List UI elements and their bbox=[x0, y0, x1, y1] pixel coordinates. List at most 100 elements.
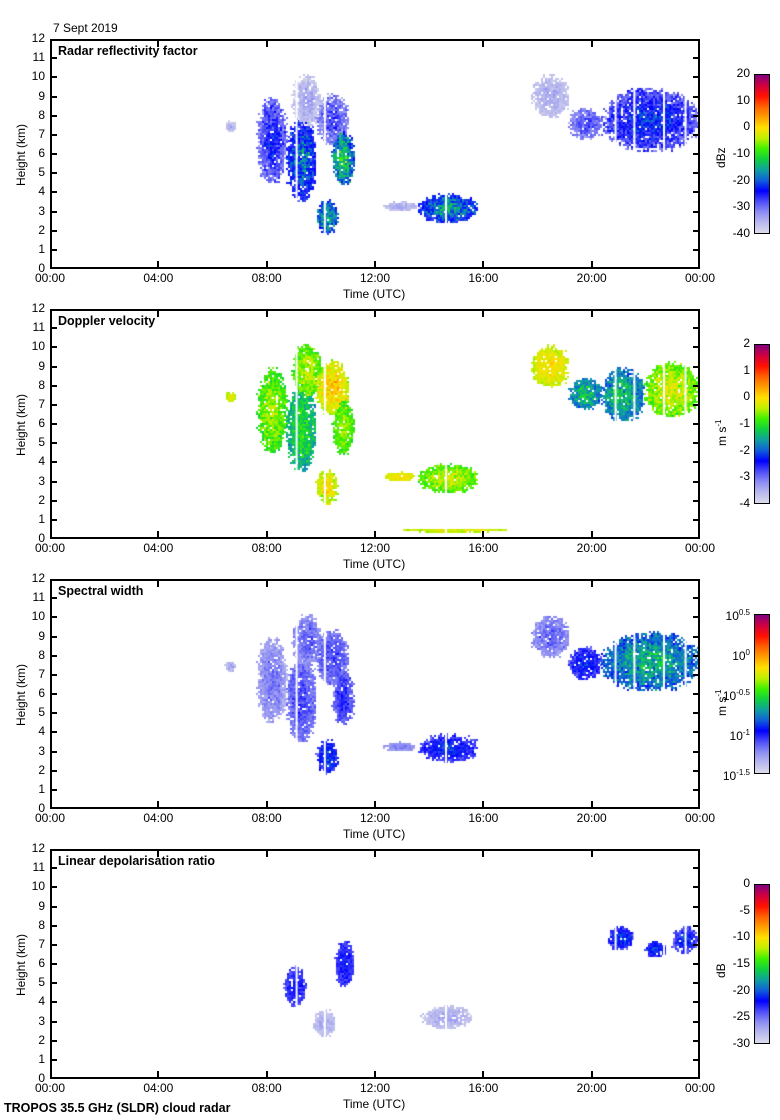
x-tick-label: 08:00 bbox=[251, 541, 282, 555]
y-tick-right bbox=[693, 384, 698, 387]
y-tick-right bbox=[693, 943, 698, 946]
y-tick-label: 2 bbox=[38, 1032, 45, 1047]
colorbar-tick-label: 10 bbox=[736, 92, 750, 107]
y-tick-label: 8 bbox=[38, 917, 45, 932]
x-tick bbox=[590, 261, 593, 267]
y-tick-label: 4 bbox=[38, 454, 45, 469]
y-tick-right bbox=[693, 210, 698, 213]
y-tick bbox=[52, 480, 57, 483]
y-tick bbox=[52, 346, 57, 349]
tick-base: 10 bbox=[729, 729, 743, 743]
colorbar-tick-label: -10 bbox=[732, 146, 750, 160]
y-tick bbox=[52, 423, 57, 425]
x-tick-label: 04:00 bbox=[143, 541, 174, 555]
y-tick bbox=[52, 133, 57, 136]
y-tick-label: 8 bbox=[38, 647, 45, 662]
x-tick-top bbox=[157, 851, 160, 857]
y-tick-right bbox=[693, 712, 698, 715]
y-tick-label: 11 bbox=[32, 320, 45, 335]
colorbar-tick-label: 0 bbox=[743, 876, 750, 890]
y-tick-label: 1 bbox=[38, 241, 45, 256]
y-tick-label: 8 bbox=[38, 107, 45, 122]
y-tick-label: 0 bbox=[38, 261, 45, 275]
x-tick-top bbox=[157, 311, 160, 317]
y-tick-right bbox=[693, 76, 698, 79]
x-tick-label: 12:00 bbox=[359, 1081, 391, 1095]
y-tick-right bbox=[693, 518, 698, 521]
y-tick-right bbox=[693, 654, 698, 657]
y-axis-label: Height (km) bbox=[14, 933, 28, 996]
y-tick-right bbox=[693, 1039, 698, 1042]
colorbar-tick-label: 1 bbox=[743, 362, 750, 377]
colorbar-tick-label: 20 bbox=[736, 66, 750, 80]
x-tick-top bbox=[374, 41, 376, 47]
x-tick-label: 16:00 bbox=[468, 1081, 499, 1095]
y-tick-right bbox=[693, 95, 698, 98]
y-tick bbox=[52, 750, 57, 753]
y-tick bbox=[52, 886, 57, 889]
y-tick bbox=[52, 518, 57, 521]
heatmap-canvas bbox=[52, 581, 698, 807]
y-tick-label: 12 bbox=[31, 31, 45, 45]
y-axis-label: Height (km) bbox=[14, 663, 28, 726]
tick-exponent: -0.5 bbox=[736, 688, 750, 697]
y-axis-label: Height (km) bbox=[14, 393, 28, 456]
y-tick-label: 2 bbox=[38, 762, 45, 777]
y-tick-label: 9 bbox=[38, 88, 45, 103]
plot-title: Doppler velocity bbox=[58, 314, 156, 328]
x-tick-label: 00:00 bbox=[34, 1081, 66, 1095]
radar-panel-2: Doppler velocity 0 1 2 3 4 5 6 7 8 9 10 11 12 00:00 04:… bbox=[0, 302, 780, 579]
x-tick bbox=[590, 531, 593, 537]
y-tick-right bbox=[693, 963, 698, 965]
y-tick-label: 1 bbox=[38, 511, 45, 526]
y-tick-right bbox=[693, 1058, 698, 1061]
unit-base: m s bbox=[715, 696, 729, 716]
x-tick bbox=[482, 801, 485, 807]
tick-base: 10 bbox=[725, 609, 739, 623]
x-tick-top bbox=[374, 581, 376, 587]
y-tick bbox=[52, 114, 57, 117]
y-tick-label: 5 bbox=[38, 975, 45, 990]
y-tick-label: 3 bbox=[38, 473, 45, 488]
y-tick bbox=[52, 693, 57, 695]
colorbar-tick-label: -30 bbox=[732, 199, 750, 214]
y-tick-label: 7 bbox=[38, 936, 45, 951]
y-tick bbox=[52, 963, 57, 965]
x-tick-label: 20:00 bbox=[576, 541, 607, 555]
heatmap-canvas bbox=[52, 311, 698, 537]
y-tick-label: 0 bbox=[38, 531, 45, 545]
y-tick-right bbox=[693, 57, 698, 60]
y-tick bbox=[52, 153, 57, 155]
y-tick bbox=[52, 1001, 57, 1004]
colorbar-tick-label: -5 bbox=[739, 902, 750, 917]
x-tick-label: 12:00 bbox=[359, 541, 391, 555]
y-axis-label: Height (km) bbox=[14, 123, 28, 186]
x-tick bbox=[265, 801, 268, 807]
x-tick-label: 00:00 bbox=[684, 541, 716, 555]
x-tick-label: 16:00 bbox=[468, 271, 499, 285]
y-tick bbox=[52, 1020, 57, 1023]
colorbar-tick-label: 2 bbox=[743, 336, 750, 350]
colorbar-tick-label: -10 bbox=[732, 929, 750, 944]
x-tick-label: 20:00 bbox=[576, 271, 607, 285]
y-tick bbox=[52, 442, 57, 445]
y-tick bbox=[52, 191, 57, 194]
colorbar-tick-label: 0 bbox=[743, 119, 750, 134]
x-tick-label: 04:00 bbox=[143, 811, 174, 825]
y-tick-label: 11 bbox=[32, 860, 45, 875]
heatmap-canvas bbox=[52, 41, 698, 267]
colorbar-tick-label: -40 bbox=[732, 226, 750, 240]
y-tick-right bbox=[693, 403, 698, 406]
x-tick bbox=[157, 801, 160, 807]
y-tick-right bbox=[693, 750, 698, 753]
x-tick-top bbox=[590, 41, 593, 47]
y-tick-right bbox=[693, 423, 698, 425]
y-tick-label: 6 bbox=[38, 416, 45, 430]
x-tick-top bbox=[265, 851, 268, 857]
colorbar-tick-label: 10-1.5 bbox=[710, 767, 750, 782]
y-tick bbox=[52, 924, 57, 927]
y-tick bbox=[52, 365, 57, 368]
y-tick-right bbox=[693, 442, 698, 445]
x-tick-label: 16:00 bbox=[468, 811, 499, 825]
x-tick-top bbox=[374, 311, 376, 317]
